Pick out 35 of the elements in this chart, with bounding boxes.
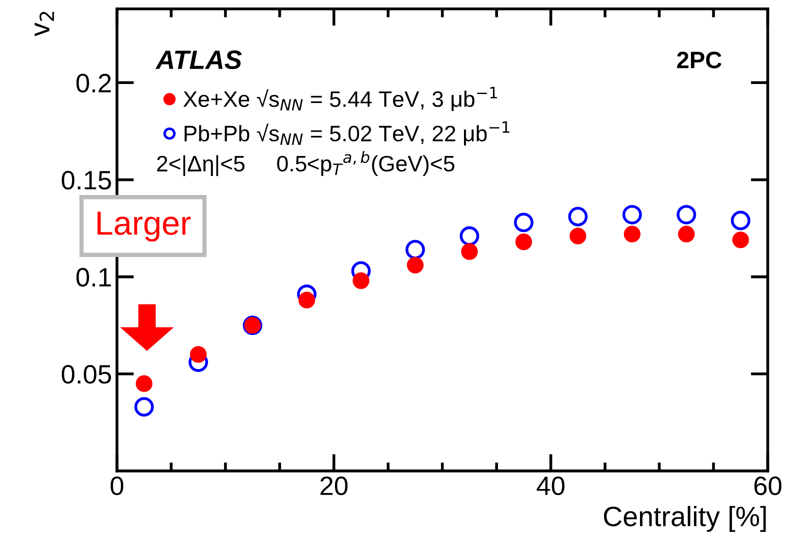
y-tick-label: 0.05 xyxy=(62,365,111,384)
point xyxy=(460,226,480,246)
point xyxy=(406,256,424,274)
x-tick-label: 0 xyxy=(110,476,124,496)
x-tick-label: 20 xyxy=(320,476,348,496)
point xyxy=(134,397,154,417)
y-tick-label: 0.1 xyxy=(76,268,111,287)
point xyxy=(514,212,534,232)
point xyxy=(136,375,152,392)
point xyxy=(570,228,586,244)
x-tick-label: 60 xyxy=(754,476,782,496)
point xyxy=(624,226,640,242)
legend-label: Xe+Xe √s$_{NN}$ = 5.44 TeV, 3 μb$^{−1}$ xyxy=(183,86,498,112)
x-axis-title: Centrality [%] xyxy=(604,506,766,532)
annotation: 2PC xyxy=(677,52,722,68)
annotation: 2<|Δη|<5 0.5<p$_{T}$$^{a,b}$(GeV)<5 xyxy=(157,151,454,176)
point xyxy=(676,204,696,224)
point xyxy=(190,346,207,363)
legend-label: Pb+Pb √s$_{NN}$ = 5.02 TeV, 22 μb$^{−1}$ xyxy=(184,121,510,146)
y-axis-title: v$_{2}$ xyxy=(34,12,54,36)
point xyxy=(732,232,749,248)
point xyxy=(622,204,642,224)
point xyxy=(515,234,532,250)
point xyxy=(730,210,750,230)
annotation: Larger xyxy=(98,212,191,242)
y-tick-label: 0.15 xyxy=(62,170,111,190)
point xyxy=(298,292,316,308)
point xyxy=(406,240,425,260)
annotation: ATLAS xyxy=(155,50,242,70)
point xyxy=(568,206,588,226)
y-tick-label: 0.2 xyxy=(76,74,111,92)
x-tick-label: 40 xyxy=(536,476,564,496)
point xyxy=(678,226,695,242)
point xyxy=(352,272,370,290)
point xyxy=(461,243,478,260)
